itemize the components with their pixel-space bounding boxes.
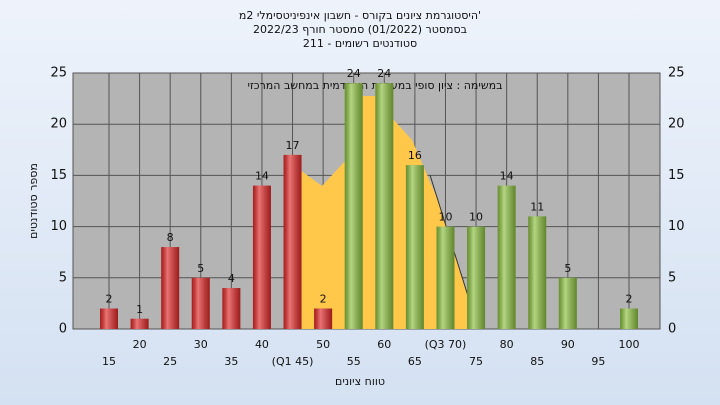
data-label: 5 bbox=[564, 262, 571, 275]
data-label: 2 bbox=[626, 293, 633, 306]
y2-tick-label: 0 bbox=[668, 322, 676, 337]
data-label: 2 bbox=[106, 293, 113, 306]
bar-shade bbox=[191, 277, 210, 329]
data-label: 17 bbox=[286, 139, 300, 152]
data-label: 24 bbox=[377, 67, 391, 80]
data-label: 5 bbox=[197, 262, 204, 275]
chart-title: היסטוגרמת ציונים בקורס - חשבון אינפיניטס… bbox=[239, 9, 481, 22]
bar-shade bbox=[314, 308, 333, 329]
x-axis-label: טווח ציונים bbox=[335, 375, 385, 388]
x-tick-label: 50 bbox=[316, 338, 330, 351]
chart-subtitle: בסמסטר (01/2022) סמסטר חורף 2022/23 bbox=[253, 23, 467, 36]
data-label: 14 bbox=[500, 170, 514, 183]
x-tick-label: 95 bbox=[591, 355, 605, 368]
x-tick-label: 35 bbox=[224, 355, 238, 368]
data-label: 4 bbox=[228, 272, 235, 285]
bar-shade bbox=[344, 83, 363, 330]
data-label: 16 bbox=[408, 149, 422, 162]
x-tick-label: 80 bbox=[500, 338, 514, 351]
bar-shade bbox=[558, 277, 577, 329]
y2-tick-label: 25 bbox=[668, 66, 685, 81]
bar-shade bbox=[222, 288, 241, 329]
y2-tick-label: 10 bbox=[668, 219, 685, 234]
y-tick-label: 15 bbox=[50, 168, 67, 183]
bar-shade bbox=[100, 308, 118, 329]
bar-shade bbox=[620, 308, 638, 329]
y-tick-label: 25 bbox=[50, 66, 67, 81]
x-tick-label: 100 bbox=[619, 338, 640, 351]
data-label: 24 bbox=[347, 67, 361, 80]
x-tick-label: 40 bbox=[255, 338, 269, 351]
bar-shade bbox=[497, 185, 516, 329]
y-tick-label: 20 bbox=[50, 117, 67, 132]
x-tick-label: 20 bbox=[133, 338, 147, 351]
data-label: 1 bbox=[136, 303, 143, 316]
x-tick-label: 30 bbox=[194, 338, 208, 351]
x-tick-label: 75 bbox=[469, 355, 483, 368]
x-tick-label: 25 bbox=[163, 355, 177, 368]
y-tick-label: 10 bbox=[50, 219, 67, 234]
chart-subtitle: סטודנטים רשומים - 211 bbox=[303, 37, 417, 50]
annotation: במשימה : ציון סופי במערכת האקדמית במחשב … bbox=[248, 79, 503, 92]
bar-shade bbox=[436, 226, 455, 329]
y-tick-label: 0 bbox=[59, 322, 67, 337]
x-tick-label: (Q1 45) bbox=[272, 355, 314, 368]
y2-tick-label: 15 bbox=[668, 168, 685, 183]
y2-tick-label: 20 bbox=[668, 117, 685, 132]
bar-shade bbox=[130, 318, 149, 329]
y-tick-label: 5 bbox=[59, 270, 67, 285]
bar-shade bbox=[283, 154, 302, 329]
x-tick-label: 15 bbox=[102, 355, 116, 368]
data-label: 10 bbox=[469, 211, 483, 224]
data-label: 14 bbox=[255, 170, 269, 183]
y2-tick-label: 5 bbox=[668, 270, 676, 285]
x-tick-label: 60 bbox=[377, 338, 391, 351]
data-label: 2 bbox=[320, 293, 327, 306]
data-label: 8 bbox=[167, 231, 174, 244]
x-tick-label: 90 bbox=[561, 338, 575, 351]
x-tick-label: (Q3 70) bbox=[425, 338, 467, 351]
bar-shade bbox=[467, 226, 486, 329]
x-tick-label: 65 bbox=[408, 355, 422, 368]
y-axis-label: מספר סטודנטים bbox=[27, 163, 40, 239]
x-tick-label: 55 bbox=[347, 355, 361, 368]
data-label: 11 bbox=[530, 200, 544, 213]
data-label: 10 bbox=[438, 211, 452, 224]
x-tick-label: 85 bbox=[530, 355, 544, 368]
bar-shade bbox=[405, 165, 424, 329]
bar-shade bbox=[161, 247, 180, 329]
bar-shade bbox=[375, 83, 394, 330]
bar-shade bbox=[528, 216, 547, 329]
bar-shade bbox=[252, 185, 271, 329]
